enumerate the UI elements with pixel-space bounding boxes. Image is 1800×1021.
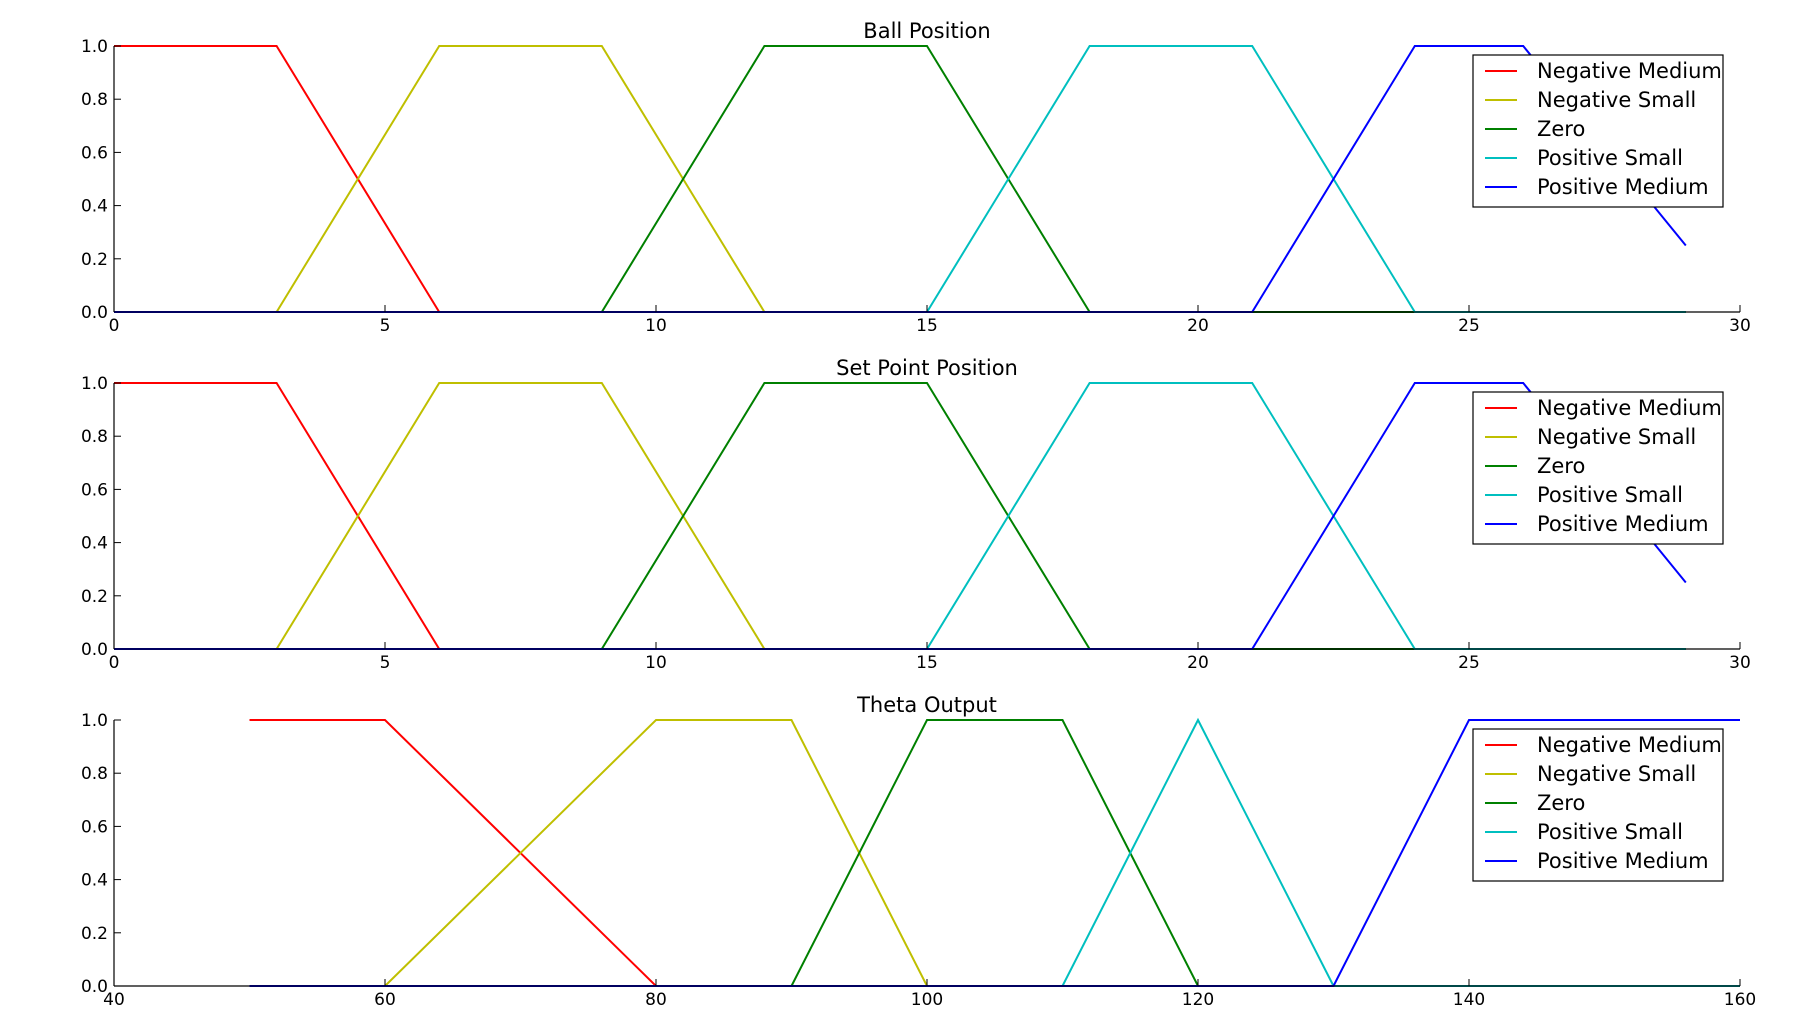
legend-label: Positive Small <box>1537 146 1683 170</box>
x-tick-label: 5 <box>380 316 391 336</box>
legend-label: Zero <box>1537 791 1585 815</box>
legend-label: Positive Medium <box>1537 849 1709 873</box>
y-tick-label: 0.6 <box>81 480 108 500</box>
y-tick-label: 0.0 <box>81 977 108 997</box>
series-line-zero <box>114 45 1686 313</box>
legend-label: Negative Medium <box>1537 396 1722 420</box>
chart-panel-1: Ball Position 0 5 10 15 20 25 30 0.0 0.2 0.4 0.6 0.8… <box>81 19 1751 336</box>
y-tick-label: 0.2 <box>81 587 108 607</box>
legend: Negative Medium Negative Small Zero Positiv… <box>1472 391 1724 545</box>
y-tick-label: 0.6 <box>81 143 108 163</box>
series-line-negative-medium <box>114 382 1686 650</box>
y-tick-label: 0.8 <box>81 427 108 447</box>
series-line-positive-medium <box>114 45 1687 313</box>
x-tick-label: 15 <box>916 653 938 673</box>
legend-label: Negative Medium <box>1537 59 1722 83</box>
y-tick-label: 1.0 <box>81 37 108 57</box>
y-tick-label: 0.0 <box>81 303 108 323</box>
series-line-negative-small <box>114 382 1686 650</box>
series-line-positive-small <box>114 45 1686 313</box>
legend-box <box>1472 54 1724 208</box>
series-line-positive-small <box>114 382 1686 650</box>
legend-label: Zero <box>1537 454 1585 478</box>
y-tick-label: 1.0 <box>81 374 108 394</box>
y-tick-label: 0.8 <box>81 90 108 110</box>
y-tick-label: 0.6 <box>81 817 108 837</box>
y-tick-label: 0.2 <box>81 250 108 270</box>
legend-label: Negative Small <box>1537 762 1696 786</box>
x-tick-label: 120 <box>1182 990 1214 1010</box>
chart-panel-2: Set Point Position 0 5 10 15 20 25 30 0.0 0.2 0.4 0… <box>81 356 1751 673</box>
x-tick-label: 10 <box>645 653 667 673</box>
y-tick-label: 0.8 <box>81 764 108 784</box>
x-tick-label: 80 <box>645 990 667 1010</box>
x-tick-label: 160 <box>1724 990 1756 1010</box>
legend: Negative Medium Negative Small Zero Positiv… <box>1472 54 1724 208</box>
series-line-negative-small <box>114 45 1686 313</box>
series-line-negative-medium <box>114 45 1686 313</box>
legend-label: Positive Small <box>1537 483 1683 507</box>
x-tick-label: 10 <box>645 316 667 336</box>
legend-label: Positive Medium <box>1537 512 1709 536</box>
chart-title: Ball Position <box>863 19 990 43</box>
x-tick-label: 25 <box>1458 316 1480 336</box>
x-tick-label: 140 <box>1453 990 1485 1010</box>
chart-title: Set Point Position <box>836 356 1018 380</box>
x-tick-label: 15 <box>916 316 938 336</box>
legend-label: Negative Small <box>1537 425 1696 449</box>
x-tick-label: 30 <box>1729 653 1751 673</box>
y-tick-label: 0.4 <box>81 871 108 891</box>
y-tick-label: 0.4 <box>81 534 108 554</box>
x-tick-label: 20 <box>1187 316 1209 336</box>
x-tick-label: 20 <box>1187 653 1209 673</box>
legend-label: Positive Medium <box>1537 175 1709 199</box>
x-tick-label: 40 <box>103 990 125 1010</box>
legend-label: Zero <box>1537 117 1585 141</box>
x-tick-label: 30 <box>1729 316 1751 336</box>
series-line-zero <box>114 382 1686 650</box>
y-tick-label: 1.0 <box>81 711 108 731</box>
x-tick-label: 5 <box>380 653 391 673</box>
x-tick-label: 25 <box>1458 653 1480 673</box>
legend-label: Negative Medium <box>1537 733 1722 757</box>
x-tick-label: 60 <box>374 990 396 1010</box>
legend-label: Positive Small <box>1537 820 1683 844</box>
chart-panel-3: Theta Output 40 60 80 100 120 140 160 0.0 0.2 0.4 0… <box>81 693 1756 1010</box>
legend-box <box>1472 728 1724 882</box>
chart-title: Theta Output <box>856 693 997 717</box>
y-tick-label: 0.2 <box>81 924 108 944</box>
y-tick-label: 0.4 <box>81 197 108 217</box>
legend-box <box>1472 391 1724 545</box>
x-tick-label: 100 <box>911 990 943 1010</box>
legend-label: Negative Small <box>1537 88 1696 112</box>
legend: Negative Medium Negative Small Zero Positiv… <box>1472 728 1724 882</box>
y-tick-label: 0.0 <box>81 640 108 660</box>
x-tick-label: 0 <box>109 316 120 336</box>
x-tick-label: 0 <box>109 653 120 673</box>
series-line-positive-medium <box>114 382 1687 650</box>
